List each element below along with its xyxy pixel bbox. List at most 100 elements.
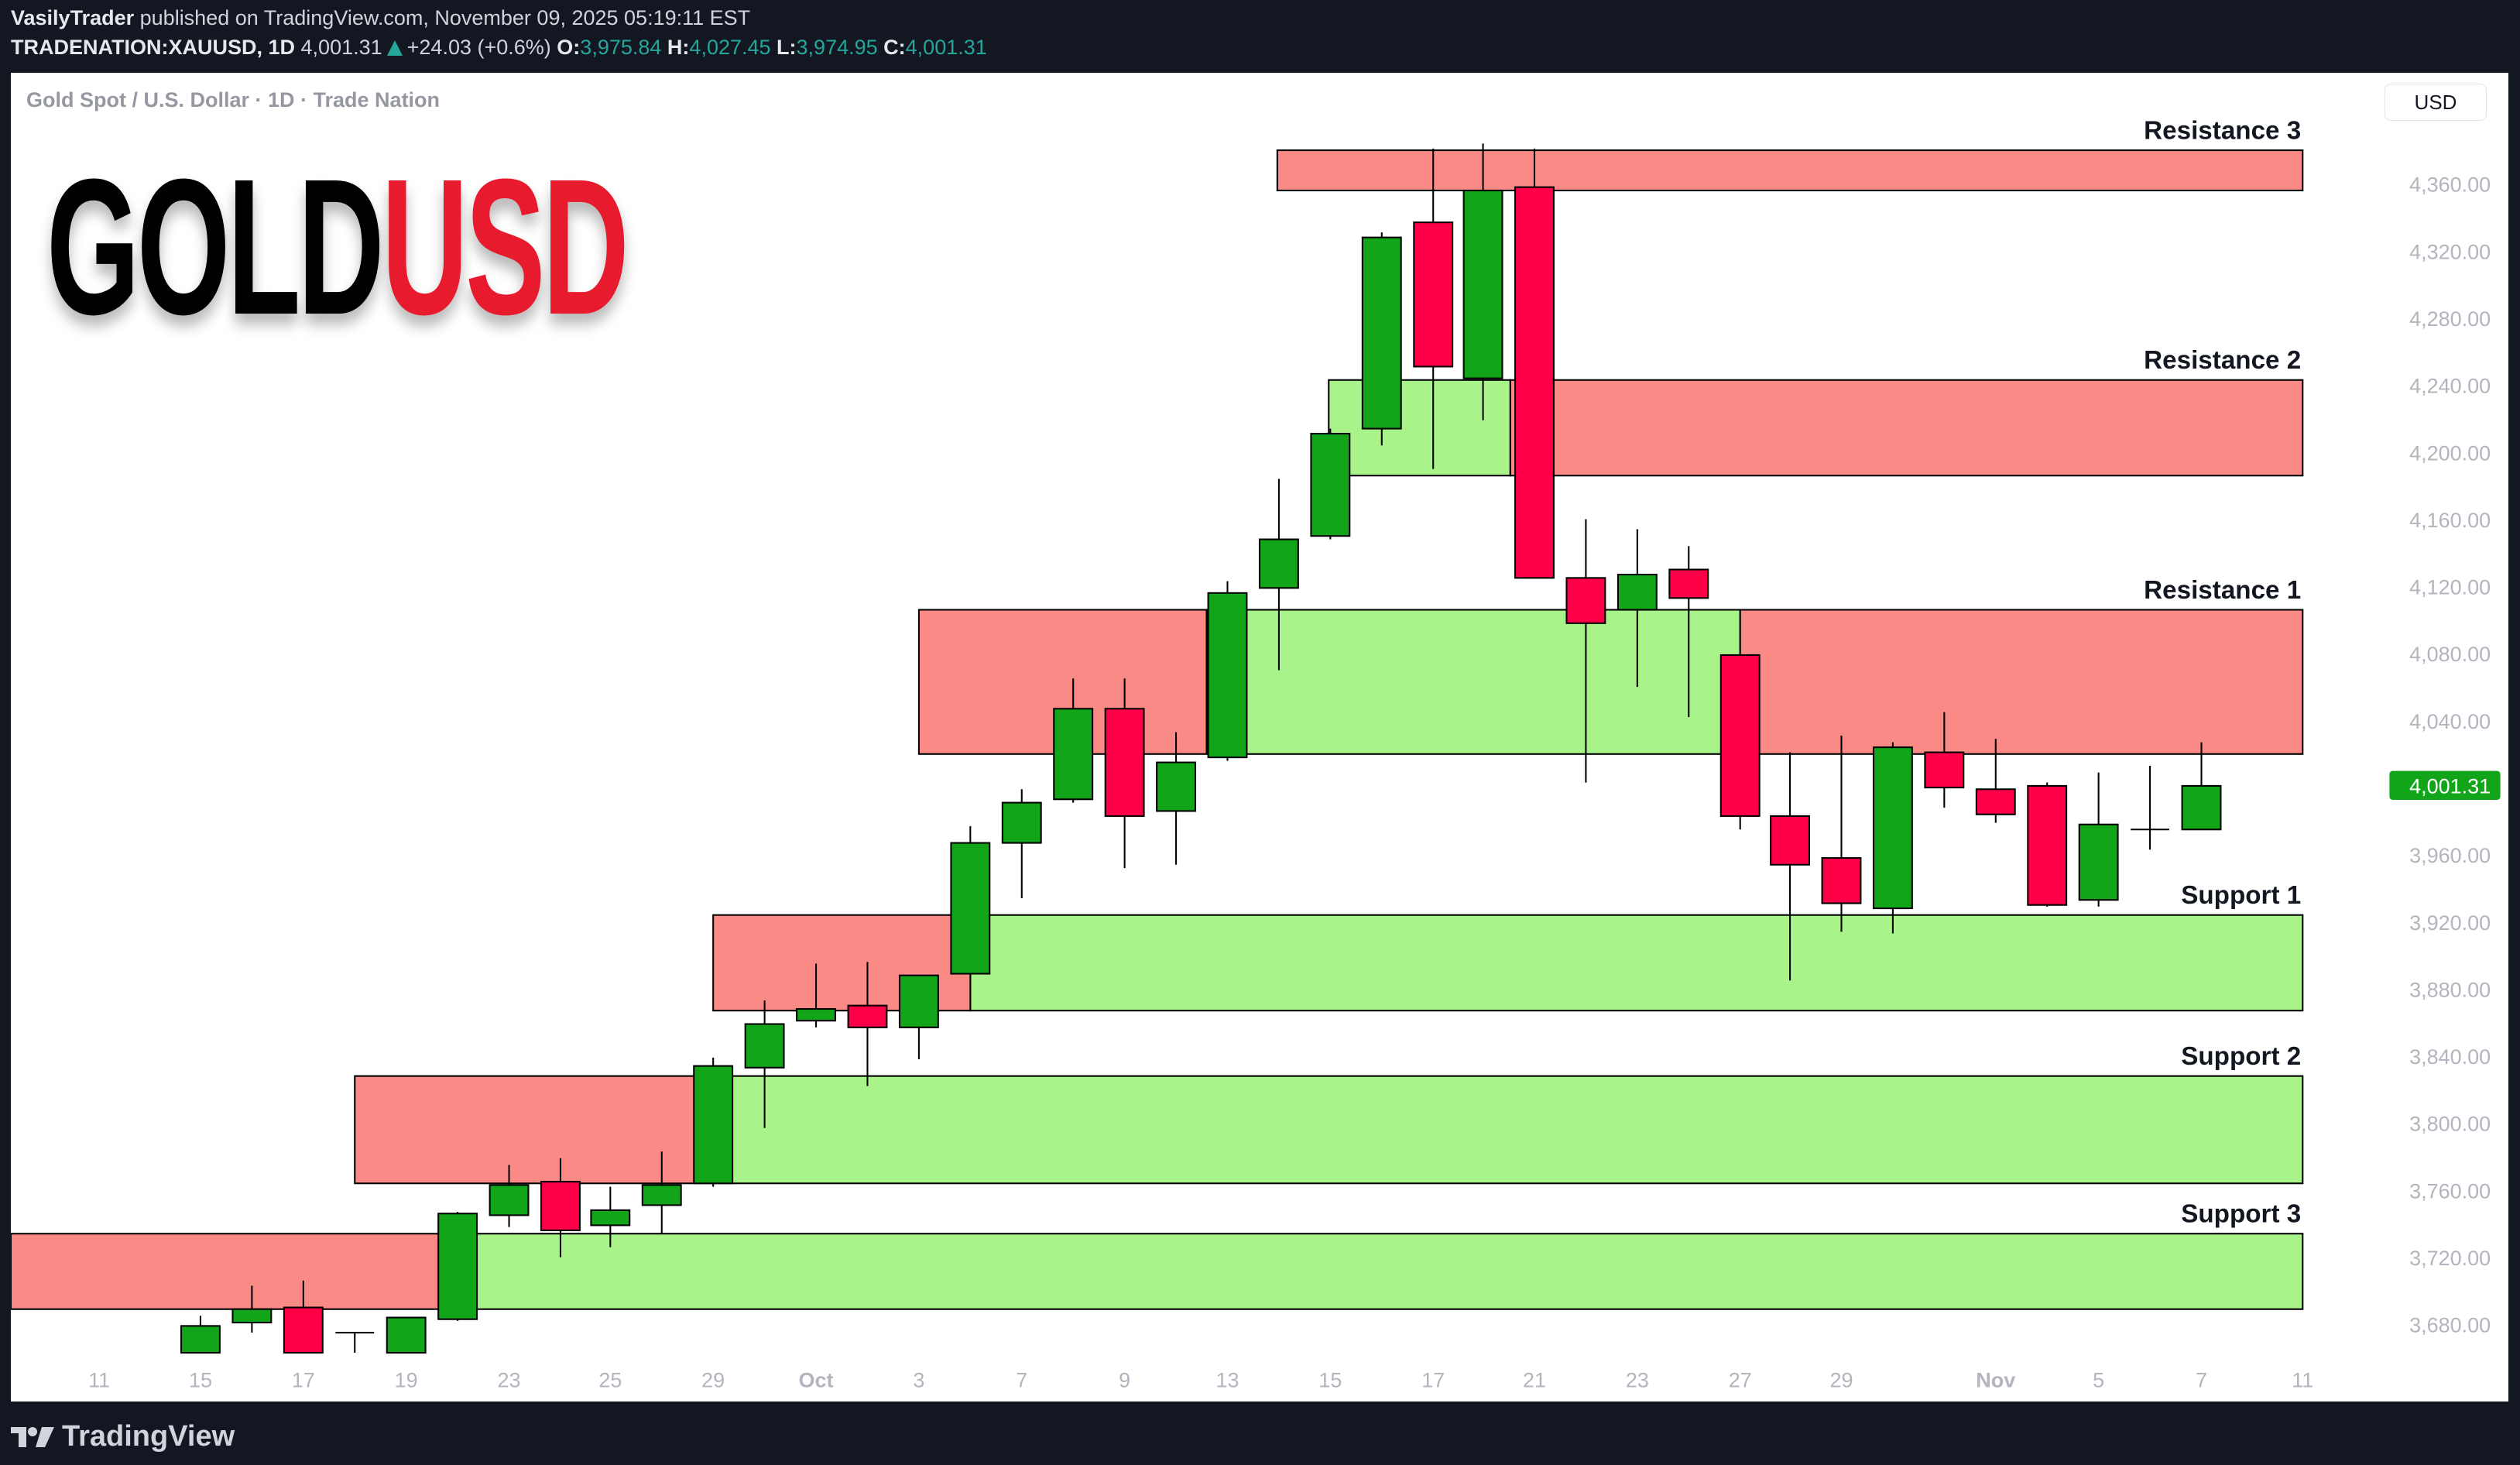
close-value: 4,001.31 <box>905 36 987 59</box>
candlestick-chart[interactable]: 4,360.00 4,320.00 4,280.00 4,240.00 4,200.00… <box>11 73 2508 1402</box>
chart-subtitle: Gold Spot / U.S. Dollar · 1D · Trade Nat… <box>26 88 441 112</box>
time-tick: 23 <box>498 1368 521 1391</box>
candle[interactable] <box>1104 678 1145 869</box>
price-tick: 3,920.00 <box>2409 911 2491 935</box>
candle[interactable] <box>1821 735 1862 932</box>
candle[interactable] <box>1924 712 1965 808</box>
time-tick: 23 <box>1626 1368 1649 1391</box>
time-tick: 7 <box>1016 1368 1027 1391</box>
candle[interactable] <box>1258 479 1299 671</box>
candle[interactable] <box>796 963 836 1028</box>
price-axis[interactable]: 4,360.00 4,320.00 4,280.00 4,240.00 4,200.00… <box>2389 173 2501 1337</box>
time-tick: 29 <box>1829 1368 1853 1391</box>
candle[interactable] <box>437 1212 478 1321</box>
logo-gold: GOLD <box>46 139 385 355</box>
zone-label: Support 1 <box>2181 881 2301 910</box>
zone-label: Resistance 2 <box>2144 346 2301 375</box>
zone-resistance-3[interactable] <box>1276 149 2304 192</box>
zone-label: Support 3 <box>2181 1200 2301 1229</box>
high-value: 4,027.45 <box>689 36 771 59</box>
candle[interactable] <box>1770 752 1811 981</box>
candle[interactable] <box>1617 529 1658 688</box>
time-axis[interactable]: 11 15 17 19 23 25 29 Oct 3 7 9 13 15 17 21 23 27 29 Nov 5 7 1… <box>88 1368 2313 1391</box>
candle[interactable] <box>283 1280 324 1354</box>
tradingview-brand: TradingView <box>62 1420 235 1453</box>
price-change: +24.03 (+0.6%) <box>406 36 551 59</box>
candle[interactable] <box>335 1332 375 1353</box>
candle[interactable] <box>489 1165 530 1227</box>
candle[interactable] <box>898 974 939 1059</box>
candle[interactable] <box>847 962 888 1086</box>
goldusd-logo: GOLDUSD <box>46 150 629 344</box>
logo-usd: USD <box>381 139 629 355</box>
candle[interactable] <box>1361 232 1402 446</box>
candle[interactable] <box>1207 581 1248 761</box>
candle[interactable] <box>1053 678 1094 803</box>
zone-resistance-1[interactable] <box>917 609 2304 755</box>
author-name[interactable]: VasilyTrader <box>11 6 135 29</box>
candle[interactable] <box>950 825 991 976</box>
time-tick: Oct <box>799 1368 834 1391</box>
candle[interactable] <box>180 1316 221 1354</box>
candle[interactable] <box>1719 654 1761 830</box>
candle[interactable] <box>1413 148 1454 469</box>
zone-label: Resistance 1 <box>2144 576 2301 605</box>
price-tick: 3,720.00 <box>2409 1247 2491 1270</box>
candle[interactable] <box>1001 789 1042 899</box>
time-tick: Nov <box>1976 1368 2015 1391</box>
price-tick: 4,040.00 <box>2409 710 2491 733</box>
price-tick: 4,360.00 <box>2409 173 2491 197</box>
tradingview-logo[interactable]: TradingView <box>11 1420 235 1453</box>
price-tick: 3,800.00 <box>2409 1113 2491 1136</box>
price-tick: 4,120.00 <box>2409 576 2491 599</box>
up-triangle-icon <box>386 40 403 56</box>
time-tick: 27 <box>1729 1368 1752 1391</box>
candle[interactable] <box>2131 765 2169 850</box>
candle[interactable] <box>231 1285 273 1333</box>
candle[interactable] <box>1872 742 1913 934</box>
candle[interactable] <box>1310 428 1351 540</box>
zone-label: Support 2 <box>2181 1042 2301 1071</box>
candle[interactable] <box>693 1057 734 1187</box>
tradingview-logo-icon <box>11 1426 54 1447</box>
candle[interactable] <box>540 1158 581 1257</box>
footer: TradingView <box>0 1403 2520 1465</box>
price-tick: 3,680.00 <box>2409 1314 2491 1337</box>
candle[interactable] <box>590 1186 631 1247</box>
time-tick: 11 <box>2292 1368 2313 1391</box>
price-tick: 4,160.00 <box>2409 509 2491 532</box>
candle[interactable] <box>386 1316 427 1354</box>
time-tick: 25 <box>598 1368 622 1391</box>
zone-support-1[interactable] <box>712 914 2304 1012</box>
zone-resistance-2[interactable] <box>1328 379 2304 477</box>
candle[interactable] <box>2181 742 2222 831</box>
candle[interactable] <box>744 1000 785 1128</box>
low-label: L: <box>777 36 797 59</box>
zone-labels: Resistance 3 Resistance 2 Resistance 1 Supp… <box>2144 116 2301 1228</box>
candle[interactable] <box>1156 732 1197 865</box>
publish-line: VasilyTrader published on TradingView.co… <box>11 6 750 30</box>
chart-pane[interactable]: 4,360.00 4,320.00 4,280.00 4,240.00 4,200.00… <box>11 73 2508 1402</box>
high-label: H: <box>667 36 690 59</box>
candle[interactable] <box>1565 519 1606 783</box>
candle[interactable] <box>1668 546 1709 718</box>
candle[interactable] <box>2078 772 2119 907</box>
zone-support-2[interactable] <box>354 1075 2304 1185</box>
time-tick: 3 <box>913 1368 924 1391</box>
candle[interactable] <box>1975 739 2016 823</box>
time-tick: 19 <box>395 1368 418 1391</box>
candle[interactable] <box>641 1151 682 1234</box>
time-tick: 7 <box>2196 1368 2207 1391</box>
price-tick: 3,840.00 <box>2409 1045 2491 1069</box>
candle[interactable] <box>1462 143 1503 420</box>
time-tick: 5 <box>2093 1368 2104 1391</box>
time-tick: 13 <box>1215 1368 1239 1391</box>
candle[interactable] <box>2027 782 2068 907</box>
currency-button[interactable]: USD <box>2385 84 2487 121</box>
price-tick: 3,960.00 <box>2409 844 2491 867</box>
candle[interactable] <box>1514 148 1555 579</box>
candles-layer <box>180 143 2222 1354</box>
current-price-tag: 4,001.31 <box>2389 770 2501 800</box>
price-tick: 3,880.00 <box>2409 978 2491 1001</box>
zone-support-3[interactable] <box>11 1233 2304 1310</box>
